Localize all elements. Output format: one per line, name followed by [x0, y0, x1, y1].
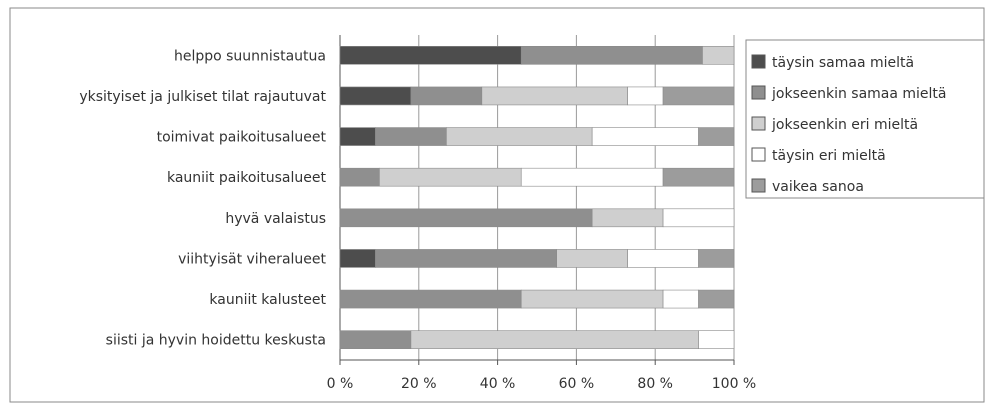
bar-segment	[379, 167, 522, 187]
bar-segment	[339, 289, 522, 309]
bar-segment	[698, 330, 735, 349]
category-label: kauniit kalusteet	[209, 292, 326, 308]
x-tick-label: 60 %	[559, 376, 595, 392]
category-label: yksityiset ja julkiset tilat rajautuvat	[79, 89, 326, 105]
legend-swatch	[751, 147, 766, 162]
bar-segment	[520, 167, 664, 187]
bar-segment	[591, 127, 699, 146]
legend-label: täysin samaa mieltä	[772, 55, 914, 71]
bar-segment	[375, 249, 557, 268]
bar-segment	[591, 208, 664, 228]
bar-segment	[698, 127, 735, 146]
x-tick-label: 80 %	[637, 376, 673, 392]
bar-segment	[375, 127, 447, 146]
x-tick-label: 40 %	[480, 376, 516, 392]
legend-label: täysin eri mieltä	[772, 148, 886, 164]
bar-segment	[446, 127, 593, 146]
category-label: helppo suunnistautua	[174, 48, 326, 64]
x-tick-labels: 0 % 20 % 40 % 60 % 80 % 100 %	[327, 376, 757, 392]
category-label: siisti ja hyvin hoidettu keskusta	[106, 333, 326, 349]
bar-segment	[662, 86, 735, 106]
legend-swatch	[751, 178, 766, 193]
bar-segment	[520, 289, 664, 309]
bar-segment	[520, 46, 703, 65]
bar-segment	[662, 289, 699, 309]
bar-segment	[627, 249, 699, 268]
x-tick-label: 100 %	[712, 376, 756, 392]
legend-box	[745, 39, 985, 199]
bar-segment	[698, 249, 735, 268]
legend-label: jokseenkin samaa mieltä	[771, 86, 947, 102]
category-labels: helppo suunnistautua yksityiset ja julkis…	[79, 48, 326, 348]
legend-swatch	[751, 54, 766, 69]
bar-segment	[627, 86, 664, 106]
bar-segment	[339, 208, 593, 228]
x-tick-label: 0 %	[327, 376, 354, 392]
bar-segment	[339, 46, 522, 65]
bar-segment	[339, 127, 376, 146]
legend: täysin samaa mieltä jokseenkin samaa miel…	[745, 39, 985, 199]
bar-segment	[410, 86, 483, 106]
bars	[339, 46, 735, 349]
bar-segment	[339, 86, 412, 106]
bar-segment	[662, 208, 735, 228]
legend-swatch	[751, 85, 766, 100]
legend-label: vaikea sanoa	[772, 179, 864, 195]
bar-segment	[481, 86, 628, 106]
bar-segment	[339, 167, 380, 187]
x-tick-label: 20 %	[401, 376, 437, 392]
bar-segment	[702, 46, 735, 65]
category-label: toimivat paikoitusalueet	[157, 130, 327, 146]
legend-label: jokseenkin eri mieltä	[771, 117, 918, 133]
category-label: kauniit paikoitusalueet	[167, 170, 327, 186]
category-label: viihtyisät viheralueet	[178, 251, 326, 267]
bar-segment	[698, 289, 735, 309]
bar-segment	[339, 249, 376, 268]
bar-segment	[410, 330, 699, 349]
bar-segment	[662, 167, 735, 187]
bar-segment	[339, 330, 412, 349]
bar-segment	[556, 249, 628, 268]
category-label: hyvä valaistus	[225, 211, 326, 227]
legend-swatch	[751, 116, 766, 131]
